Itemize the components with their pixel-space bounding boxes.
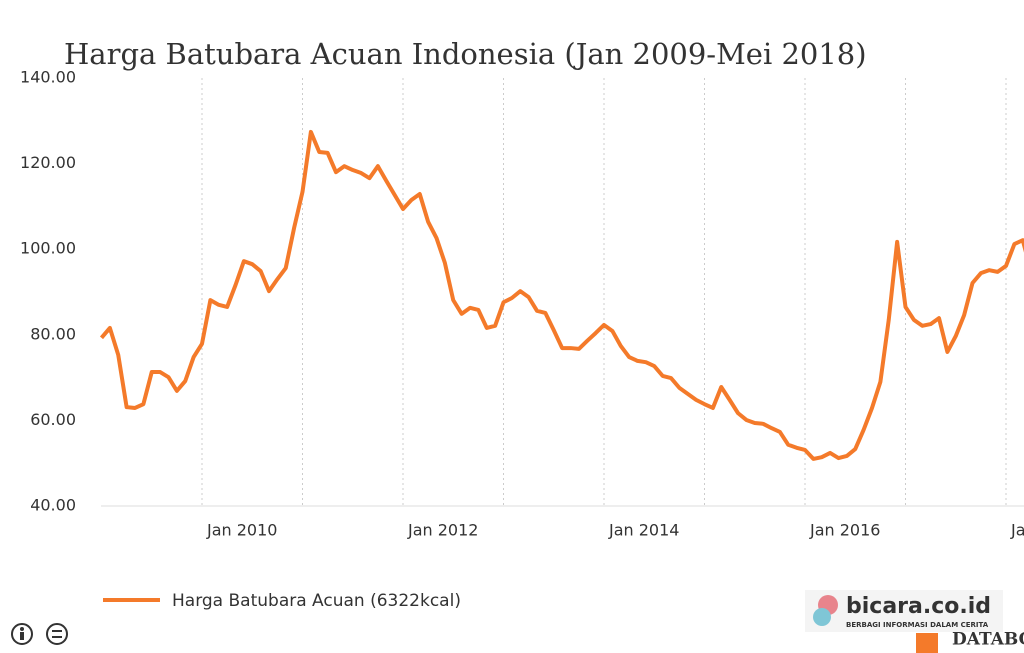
x-tick-label: Jan 2014 — [608, 521, 679, 540]
y-tick-label: 60.00 — [30, 410, 76, 429]
y-tick-label: 140.00 — [20, 68, 76, 87]
logo — [813, 608, 831, 626]
y-tick-label: 100.00 — [20, 239, 76, 258]
y-tick-label: 80.00 — [30, 324, 76, 343]
watermark-site: bicara.co.id — [846, 594, 991, 619]
line-series — [99, 129, 1024, 461]
legend-label: Harga Batubara Acuan (6322kcal) — [172, 591, 461, 611]
watermark-tagline: BERBAGI INFORMASI DALAM CERITA — [846, 621, 989, 629]
watermark: bicara.co.id BERBAGI INFORMASI DALAM CER… — [805, 590, 1024, 653]
x-tick-label: Jan 2016 — [809, 521, 880, 540]
chart-title: Harga Batubara Acuan Indonesia (Jan 2009… — [64, 37, 867, 71]
x-tick-label: Jan 2010 — [206, 521, 277, 540]
plot: 40.00 60.00 80.00 100.00 120.00 140.00 Jan 201… — [20, 68, 1024, 540]
y-tick-label: 40.00 — [30, 496, 76, 515]
watermark-box — [805, 590, 1003, 632]
source-logo — [916, 633, 938, 653]
x-tick-label: Jan 2012 — [407, 521, 478, 540]
y-tick-label: 120.00 — [20, 153, 76, 172]
x-tick-label: Jan 2018 — [1010, 521, 1024, 540]
watermark-source: DATABO — [952, 630, 1024, 650]
cc-icons — [11, 623, 68, 645]
